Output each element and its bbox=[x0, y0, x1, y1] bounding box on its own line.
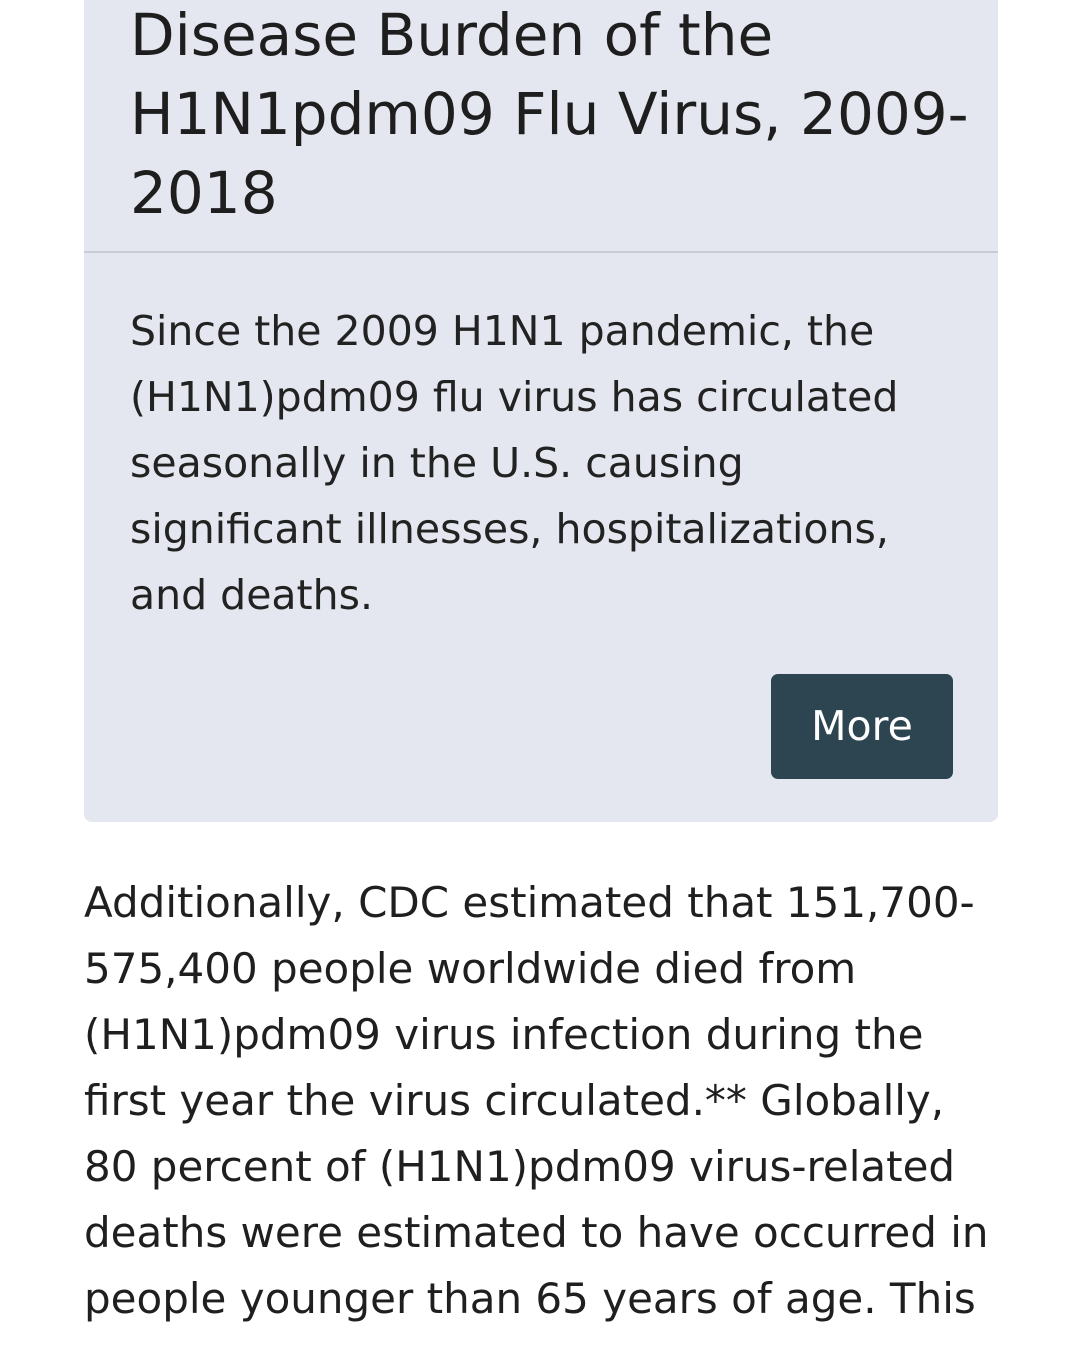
featured-card: Disease Burden of the H1N1pdm09 Flu Viru… bbox=[84, 0, 998, 822]
card-summary: Since the 2009 H1N1 pandemic, the (H1N1)… bbox=[130, 307, 899, 619]
card-title: Disease Burden of the H1N1pdm09 Flu Viru… bbox=[130, 1, 969, 227]
more-button[interactable]: More bbox=[771, 674, 953, 779]
card-header: Disease Burden of the H1N1pdm09 Flu Viru… bbox=[84, 0, 998, 253]
article-paragraph: Additionally, CDC estimated that 151,700… bbox=[84, 878, 989, 1323]
